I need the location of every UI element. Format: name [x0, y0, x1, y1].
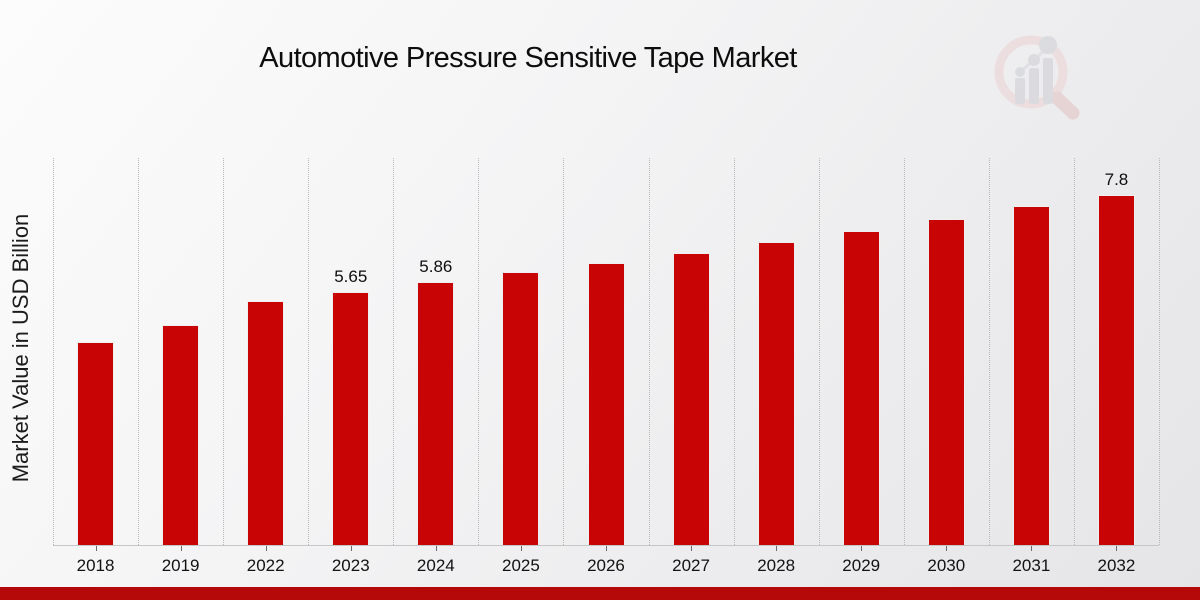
- bar-2029: [842, 231, 880, 545]
- gridline: [223, 158, 225, 545]
- x-tick-label-2026: 2026: [587, 556, 625, 575]
- bar-2019: [162, 324, 200, 545]
- gridline: [393, 158, 395, 545]
- trend-dot-3: [1039, 36, 1057, 54]
- footer-accent-bar: [0, 587, 1200, 600]
- gridline: [1073, 158, 1075, 545]
- bar-2027: [672, 253, 710, 545]
- x-axis-line: [53, 545, 1159, 546]
- gridline: [988, 158, 990, 545]
- gridline: [903, 158, 905, 545]
- x-axis-tick: [180, 546, 182, 551]
- gridline: [648, 158, 650, 545]
- bar-2018: [77, 341, 115, 545]
- x-tick-label-2032: 2032: [1097, 556, 1136, 575]
- x-tick-label-2022: 2022: [246, 556, 285, 575]
- gridline: [138, 158, 140, 545]
- gridline: [478, 158, 480, 545]
- chart-title: Automotive Pressure Sensitive Tape Marke…: [259, 42, 797, 74]
- x-axis-tick: [946, 546, 948, 551]
- plot-area: 2018 2019 2022 5.65 2023 5.86 2024 2025 2026 2027…: [53, 158, 1160, 575]
- x-tick-label-2024: 2024: [416, 556, 455, 575]
- x-axis-tick: [520, 546, 522, 551]
- bar-value-label-2023: 5.65: [334, 266, 368, 286]
- x-axis-tick: [1031, 546, 1033, 551]
- bar-2023: [332, 291, 370, 545]
- x-tick-label-2029: 2029: [842, 556, 881, 575]
- logo-bar-1: [1015, 78, 1025, 104]
- x-axis-tick: [861, 546, 863, 551]
- x-tick-label-2018: 2018: [76, 556, 115, 575]
- bar-2025: [502, 272, 540, 545]
- gridline: [1159, 158, 1160, 545]
- x-axis-tick: [776, 546, 778, 551]
- x-tick-label-2019: 2019: [161, 556, 200, 575]
- x-axis-tick: [1116, 546, 1118, 551]
- bar-2031: [1012, 206, 1050, 545]
- x-axis-tick: [435, 546, 437, 551]
- gridline: [53, 158, 54, 545]
- y-axis-label: Market Value in USD Billion: [8, 213, 33, 483]
- x-axis-tick: [691, 546, 693, 551]
- bar-value-label-2024: 5.86: [419, 257, 453, 277]
- bar-2026: [587, 262, 625, 545]
- gridline: [308, 158, 310, 545]
- bar-2022: [247, 301, 285, 545]
- x-tick-label-2030: 2030: [927, 556, 966, 575]
- x-axis-tick: [95, 546, 97, 551]
- bar-2024: [417, 282, 455, 545]
- bar-2032: [1097, 195, 1135, 545]
- logo-bar-2: [1029, 68, 1039, 104]
- magnifier-bar-chart-logo: [994, 35, 1080, 120]
- x-tick-label-2025: 2025: [501, 556, 540, 575]
- x-tick-label-2031: 2031: [1012, 556, 1051, 575]
- magnifier-handle: [1050, 91, 1080, 120]
- logo-bar-3: [1043, 58, 1053, 104]
- x-tick-label-2023: 2023: [331, 556, 370, 575]
- x-axis-tick: [350, 546, 352, 551]
- x-tick-label-2028: 2028: [757, 556, 796, 575]
- gridline: [818, 158, 820, 545]
- gridline: [733, 158, 735, 545]
- x-axis-tick: [265, 546, 267, 551]
- x-axis-tick: [606, 546, 607, 551]
- trend-dot-1: [1015, 67, 1025, 77]
- bar-2030: [927, 219, 965, 545]
- bar-2028: [757, 242, 795, 545]
- trend-dot-2: [1028, 54, 1040, 66]
- bar-value-label-2032: 7.8: [1104, 170, 1129, 190]
- x-tick-label-2027: 2027: [672, 556, 710, 575]
- gridline: [563, 158, 565, 545]
